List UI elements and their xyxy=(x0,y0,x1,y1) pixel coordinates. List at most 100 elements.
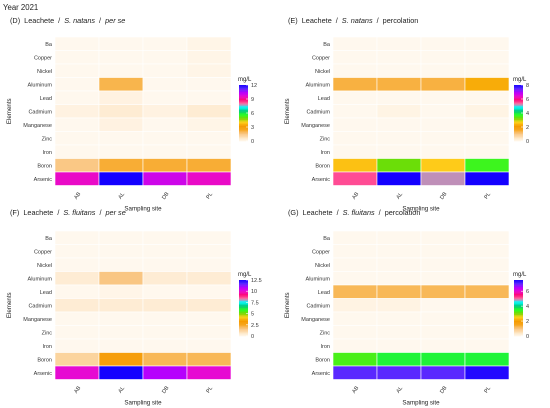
heatmap-cell xyxy=(420,365,466,380)
y-tick-label: Nickel xyxy=(315,263,330,269)
heatmap-cell xyxy=(186,36,232,51)
y-tick-label: Nickel xyxy=(315,69,330,75)
heatmap-cell xyxy=(54,325,100,340)
heatmap-cell xyxy=(186,90,232,105)
legend-swatch xyxy=(514,289,523,292)
heatmap-cell xyxy=(420,131,466,146)
legend-title: mg/L xyxy=(513,77,527,83)
heatmap-cell xyxy=(464,352,510,367)
legend-tick-label: 2 xyxy=(526,319,529,325)
heatmap-cell xyxy=(332,144,378,159)
heatmap-cell xyxy=(420,298,466,313)
panel-title-part: S. natans xyxy=(342,16,373,25)
heatmap-cell xyxy=(376,77,422,92)
legend-swatch xyxy=(239,107,248,110)
legend-swatch xyxy=(239,114,248,117)
heatmap-cell xyxy=(464,284,510,299)
y-tick-label: Iron xyxy=(321,150,330,156)
legend-swatch xyxy=(239,329,248,331)
heatmap-cell xyxy=(420,352,466,367)
legend-tick-label: 0 xyxy=(526,139,529,145)
legend-swatch xyxy=(514,334,523,337)
panel-title-part: percolation xyxy=(385,208,421,217)
y-tick-label: Boron xyxy=(37,163,52,169)
legend-swatch xyxy=(239,285,248,288)
legend-swatch xyxy=(239,280,248,282)
legend-swatch xyxy=(514,320,523,323)
legend-swatch xyxy=(239,331,248,334)
legend-swatch xyxy=(239,281,248,284)
legend-tick-label: 4 xyxy=(526,111,529,117)
heatmap-cell xyxy=(464,311,510,326)
heatmap-cell xyxy=(332,77,378,92)
legend-swatch xyxy=(514,316,523,319)
panel-title-part: S. fluitans xyxy=(63,208,95,217)
legend-swatch xyxy=(514,292,523,295)
legend-swatch xyxy=(239,89,248,91)
heatmap-cell xyxy=(420,325,466,340)
y-tick-label: Lead xyxy=(40,96,52,102)
y-tick-label: Ba xyxy=(45,42,53,48)
legend-tick-label: 9 xyxy=(251,97,254,103)
y-tick-label: Zinc xyxy=(42,136,53,142)
heatmap-cell xyxy=(186,171,232,186)
legend-swatch xyxy=(514,309,523,312)
x-tick-label: DB xyxy=(161,385,170,395)
legend-swatch xyxy=(514,108,523,111)
heatmap-cell xyxy=(464,365,510,380)
legend-swatch xyxy=(514,89,523,91)
panel-title-part: Leachete xyxy=(24,16,54,25)
heatmap-cell xyxy=(98,158,144,173)
panel-title-part: (D) xyxy=(10,16,20,25)
y-tick-label: Aluminum xyxy=(306,276,331,282)
heatmap-cell xyxy=(332,90,378,105)
heatmap-cell xyxy=(54,158,100,173)
legend-swatch xyxy=(239,132,248,135)
heatmap-cell xyxy=(376,158,422,173)
heatmap-cell xyxy=(54,284,100,299)
heatmap-cell xyxy=(332,325,378,340)
legend-tick-label: 12.5 xyxy=(251,278,262,284)
legend-swatch xyxy=(514,302,523,305)
legend-swatch xyxy=(514,93,523,96)
heatmap-cell xyxy=(54,104,100,119)
legend-tick-label: 2 xyxy=(526,125,529,131)
y-tick-label: Arsenic xyxy=(312,371,331,377)
heatmap-cell xyxy=(420,230,466,245)
heatmap-cell xyxy=(376,104,422,119)
legend-swatch xyxy=(239,327,248,330)
legend-swatch xyxy=(514,301,523,303)
legend-swatch xyxy=(239,324,248,327)
y-tick-label: Lead xyxy=(318,290,330,296)
heatmap-cell xyxy=(98,284,144,299)
heatmap-cell xyxy=(420,171,466,186)
panel-title-part: Leachete xyxy=(303,208,333,217)
heatmap-cell xyxy=(98,117,144,132)
panel-title: (F) Leachete / S. fluitans / per se xyxy=(10,208,126,217)
heatmap-cell xyxy=(376,117,422,132)
heatmap-cell xyxy=(98,271,144,286)
heatmap-cell xyxy=(376,63,422,78)
y-tick-label: Nickel xyxy=(37,69,52,75)
panel-title-part: / xyxy=(99,208,102,217)
legend-swatch xyxy=(239,294,248,296)
legend-swatch xyxy=(239,93,248,96)
y-tick-label: Lead xyxy=(40,290,52,296)
heatmap-cell xyxy=(142,257,188,272)
legend-swatch xyxy=(514,138,523,140)
x-axis-title: Sampling site xyxy=(124,206,162,213)
panel-title-part: / xyxy=(379,208,382,217)
heatmap-cell xyxy=(420,158,466,173)
legend-swatch xyxy=(239,289,248,292)
heatmap-cell xyxy=(464,144,510,159)
x-tick-label: DB xyxy=(439,191,448,201)
x-axis-title: Sampling site xyxy=(124,400,162,407)
panel-g: (G) Leachete / S. fluitans / percolationBaCop… xyxy=(284,208,529,407)
legend-tick-label: 8 xyxy=(526,83,529,89)
y-axis-title: Elements xyxy=(284,292,291,318)
heatmap-cell xyxy=(54,63,100,78)
legend-swatch xyxy=(514,114,523,117)
legend-swatch xyxy=(239,303,248,306)
